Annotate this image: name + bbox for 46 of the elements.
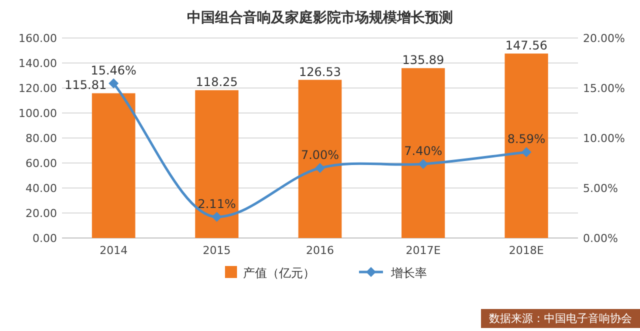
bar [195, 90, 238, 238]
y-tick-label: 80.00 [26, 132, 57, 145]
data-label: 2.11% [198, 196, 236, 211]
data-label: 7.00% [300, 148, 340, 162]
bar [92, 93, 136, 238]
point [521, 147, 532, 158]
data-label: 126.53 [299, 64, 341, 79]
y-tick-label: 160.00 [18, 32, 57, 45]
x-tick-label: 2018E [508, 244, 544, 257]
data-label: 15.46% [90, 63, 136, 78]
x-tick-label: 2014 [100, 244, 128, 257]
y2-tick-label: 10.00% [583, 132, 625, 145]
data-label: 8.59% [507, 132, 546, 146]
y-tick-label: 140.00 [18, 57, 57, 70]
bar [402, 68, 445, 238]
x-tick-label: 2015 [202, 244, 231, 257]
y-tick-label: 100.00 [18, 107, 57, 120]
y-tick-label: 40.00 [26, 182, 57, 195]
y2-tick-label: 0.00% [583, 232, 618, 245]
source-note: 数据来源：中国电子音响协会 [489, 312, 632, 325]
y-tick-label: 20.00 [26, 207, 57, 220]
data-label: 147.56 [505, 38, 548, 53]
y-tick-label: 60.00 [26, 157, 57, 170]
legend-label: 产值（亿元） [243, 266, 315, 280]
point [212, 212, 222, 222]
y2-tick-label: 5.00% [583, 182, 618, 195]
bar [504, 54, 548, 238]
x-tick-label: 2016 [306, 244, 334, 257]
point [108, 78, 119, 88]
y2-tick-label: 20.00% [583, 32, 625, 45]
data-label: 135.89 [402, 53, 444, 68]
source: 数据来源：中国电子音响协会 [481, 309, 640, 328]
data-label: 7.40% [404, 144, 442, 158]
chart-title: 中国组合音响及家庭影院市场规模增长预测 [187, 9, 453, 26]
legend-label: 增长率 [390, 266, 427, 280]
bar [298, 80, 342, 238]
data-label: 118.25 [196, 75, 238, 90]
point [418, 159, 428, 169]
y-tick-label: 120.00 [18, 82, 57, 95]
legend-产值（亿元）: 产值（亿元） [225, 266, 315, 280]
data-label: 115.81 [64, 78, 107, 92]
x-tick-label: 2017E [406, 244, 441, 257]
y2-tick-label: 15.00% [583, 82, 625, 95]
legend-增长率: 增长率 [359, 266, 427, 280]
y-tick-label: 0.00 [32, 232, 57, 245]
point [315, 163, 325, 173]
